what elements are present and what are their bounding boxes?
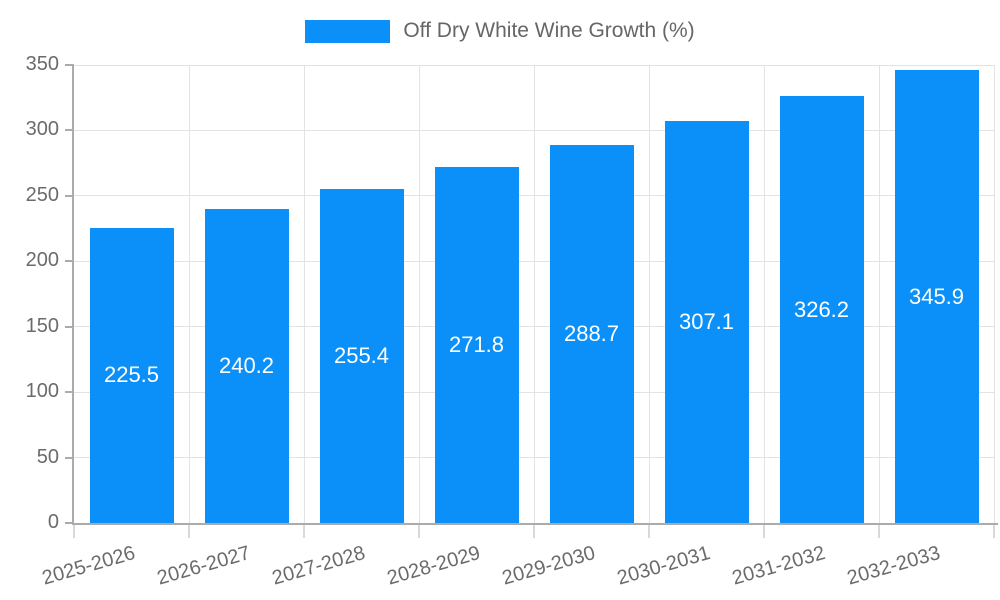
x-axis-tick bbox=[73, 525, 75, 538]
x-axis-label: 2029-2030 bbox=[499, 542, 598, 590]
v-gridline bbox=[188, 65, 190, 523]
x-axis-tick bbox=[418, 525, 420, 538]
v-gridline bbox=[993, 65, 995, 523]
legend[interactable]: Off Dry White Wine Growth (%) bbox=[0, 19, 1000, 43]
bar-value-label: 240.2 bbox=[218, 352, 275, 378]
y-axis-tick-label: 350 bbox=[25, 53, 59, 75]
x-axis-label: 2031-2032 bbox=[729, 542, 828, 590]
x-axis-tick bbox=[763, 525, 765, 538]
bar[interactable] bbox=[319, 188, 404, 523]
y-axis-tick-label: 200 bbox=[25, 249, 59, 272]
bar[interactable] bbox=[204, 208, 289, 523]
bar[interactable] bbox=[664, 121, 749, 523]
x-axis-tick bbox=[188, 525, 190, 538]
y-axis-tick bbox=[65, 260, 74, 263]
v-gridline bbox=[418, 65, 420, 523]
bar-value-label: 326.2 bbox=[793, 296, 850, 322]
x-axis-tick bbox=[533, 525, 535, 538]
bar[interactable] bbox=[89, 227, 174, 523]
y-axis-tick-label: 300 bbox=[25, 118, 59, 141]
x-axis-tick bbox=[648, 525, 650, 538]
bar[interactable] bbox=[549, 145, 634, 523]
legend-label: Off Dry White Wine Growth (%) bbox=[403, 19, 695, 42]
v-gridline bbox=[648, 65, 650, 523]
x-axis-tick bbox=[303, 525, 305, 538]
x-axis-label: 2030-2031 bbox=[614, 542, 713, 590]
y-axis-tick bbox=[65, 194, 74, 197]
legend-swatch bbox=[305, 19, 391, 43]
y-axis-tick bbox=[65, 64, 74, 66]
x-axis-label: 2026-2027 bbox=[154, 542, 253, 590]
bar-value-label: 271.8 bbox=[448, 332, 505, 358]
v-gridline bbox=[878, 65, 880, 523]
x-axis-label: 2028-2029 bbox=[384, 542, 483, 590]
x-axis-label: 2027-2028 bbox=[269, 542, 368, 590]
x-axis-line bbox=[72, 523, 998, 525]
bar-value-label: 225.5 bbox=[103, 362, 160, 388]
x-axis-label: 2025-2026 bbox=[39, 542, 138, 590]
y-axis-tick-label: 0 bbox=[47, 511, 59, 533]
bar[interactable] bbox=[894, 70, 979, 523]
v-gridline bbox=[303, 65, 305, 523]
y-axis-tick-label: 100 bbox=[25, 380, 59, 403]
y-axis-line bbox=[72, 65, 74, 525]
bar[interactable] bbox=[779, 96, 864, 523]
x-axis-tick bbox=[993, 525, 995, 538]
y-axis-tick bbox=[65, 522, 74, 524]
y-axis-tick-label: 250 bbox=[25, 183, 59, 206]
x-axis-label: 2032-2033 bbox=[844, 542, 943, 590]
bar-value-label: 345.9 bbox=[908, 283, 965, 309]
bar-value-label: 307.1 bbox=[678, 309, 735, 335]
y-axis-tick bbox=[65, 456, 74, 459]
bar[interactable] bbox=[434, 167, 519, 523]
y-axis-tick-label: 150 bbox=[25, 314, 59, 337]
x-axis-tick bbox=[878, 525, 880, 538]
bar-value-label: 255.4 bbox=[333, 342, 390, 368]
bar-value-label: 288.7 bbox=[563, 321, 620, 347]
v-gridline bbox=[533, 65, 535, 523]
v-gridline bbox=[763, 65, 765, 523]
y-axis-tick bbox=[65, 129, 74, 132]
y-axis-tick-label: 50 bbox=[36, 445, 59, 468]
y-axis-tick bbox=[65, 325, 74, 328]
y-axis-tick bbox=[65, 391, 74, 394]
